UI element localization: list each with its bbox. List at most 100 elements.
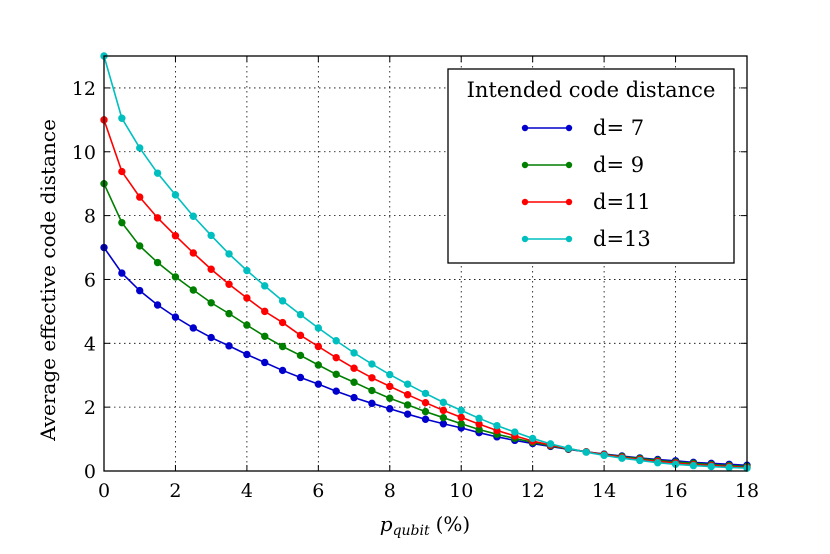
data-point [136, 242, 144, 250]
series-0 [100, 243, 751, 469]
data-point [243, 321, 251, 329]
data-point [493, 421, 501, 430]
y-tick-label: 10 [72, 142, 96, 164]
data-point [350, 349, 358, 357]
data-point [564, 444, 573, 453]
legend-entry: d=13 [521, 227, 651, 251]
data-point [207, 265, 215, 273]
data-point [207, 231, 215, 240]
data-point [636, 456, 644, 465]
data-point [368, 360, 376, 368]
data-point [189, 249, 198, 257]
data-point [225, 280, 233, 288]
data-point [386, 382, 394, 391]
x-tick-label: 16 [663, 480, 687, 502]
data-point [225, 250, 233, 258]
data-point [475, 414, 483, 423]
legend-marker [565, 124, 573, 132]
tick-labels: 0 2 4 6 8 10 12 14 16 18 0 2 4 6 8 10 12 [72, 78, 759, 502]
data-point [261, 282, 269, 290]
y-tick-label: 6 [84, 269, 96, 291]
data-point [439, 413, 448, 422]
x-tick-label: 14 [592, 480, 616, 502]
legend-label: d= 7 [593, 116, 644, 140]
data-point [314, 324, 323, 332]
data-point [153, 301, 162, 309]
data-point [457, 406, 465, 415]
data-point [546, 440, 555, 448]
y-tick-label: 12 [72, 78, 96, 100]
x-tick-label: 12 [521, 480, 545, 502]
data-point [314, 342, 323, 351]
data-point [511, 428, 519, 436]
data-point [421, 398, 430, 407]
data-point [386, 405, 394, 413]
y-tick-label: 0 [84, 461, 96, 483]
data-point [261, 307, 269, 316]
data-point [189, 212, 198, 220]
legend: Intended code distance d= 7 d= 9 d=11 d=13 [447, 68, 735, 264]
legend-label: d=11 [593, 190, 651, 214]
data-point [421, 407, 430, 416]
plot-frame [103, 55, 748, 472]
legend-marker [521, 198, 529, 206]
x-tick-label: 18 [735, 480, 759, 502]
data-point [171, 191, 180, 199]
data-point [421, 389, 430, 398]
data-point [171, 273, 180, 281]
y-tick-label: 4 [84, 333, 96, 355]
data-point [153, 214, 162, 222]
data-point [403, 410, 412, 418]
x-axis-label-sub: qubit [393, 523, 430, 539]
data-point [243, 294, 251, 302]
series-line [103, 247, 748, 467]
data-point [457, 413, 465, 422]
data-point [689, 461, 698, 470]
x-tick-label: 2 [169, 480, 181, 502]
data-point [207, 333, 215, 342]
data-point [618, 454, 626, 462]
legend-title: Intended code distance [467, 78, 716, 102]
ticks [103, 56, 748, 472]
legend-entry: d= 7 [521, 116, 644, 140]
data-point [296, 331, 305, 340]
data-point [439, 420, 448, 428]
data-point [600, 451, 608, 460]
data-point [368, 374, 376, 382]
data-point [118, 114, 126, 122]
data-point [403, 401, 412, 409]
data-point [350, 378, 358, 386]
data-point [350, 364, 358, 372]
data-point [278, 342, 287, 351]
data-point [118, 167, 126, 176]
legend-marker [521, 161, 529, 169]
data-point [386, 370, 394, 379]
legend-marker [521, 124, 529, 132]
data-point [136, 286, 144, 295]
data-point [314, 361, 323, 369]
data-point [421, 415, 430, 423]
data-point [332, 370, 340, 378]
x-tick-label: 6 [312, 480, 324, 502]
data-point [189, 286, 198, 294]
data-point [225, 342, 233, 350]
data-point [118, 269, 126, 277]
data-point [332, 337, 340, 345]
data-point [314, 380, 323, 388]
data-point [368, 386, 376, 395]
data-point [153, 169, 162, 177]
data-point [582, 448, 590, 456]
data-point [350, 393, 358, 402]
legend-marker [565, 235, 573, 243]
data-point [528, 434, 537, 443]
legend-marker [565, 161, 573, 169]
x-tick-label: 0 [98, 480, 110, 502]
legend-marker [521, 235, 529, 243]
data-point [332, 353, 340, 362]
data-point [439, 398, 448, 407]
x-tick-label: 8 [384, 480, 396, 502]
x-axis-label-main: p [380, 512, 393, 536]
data-point [261, 358, 269, 367]
data-point [707, 462, 715, 471]
